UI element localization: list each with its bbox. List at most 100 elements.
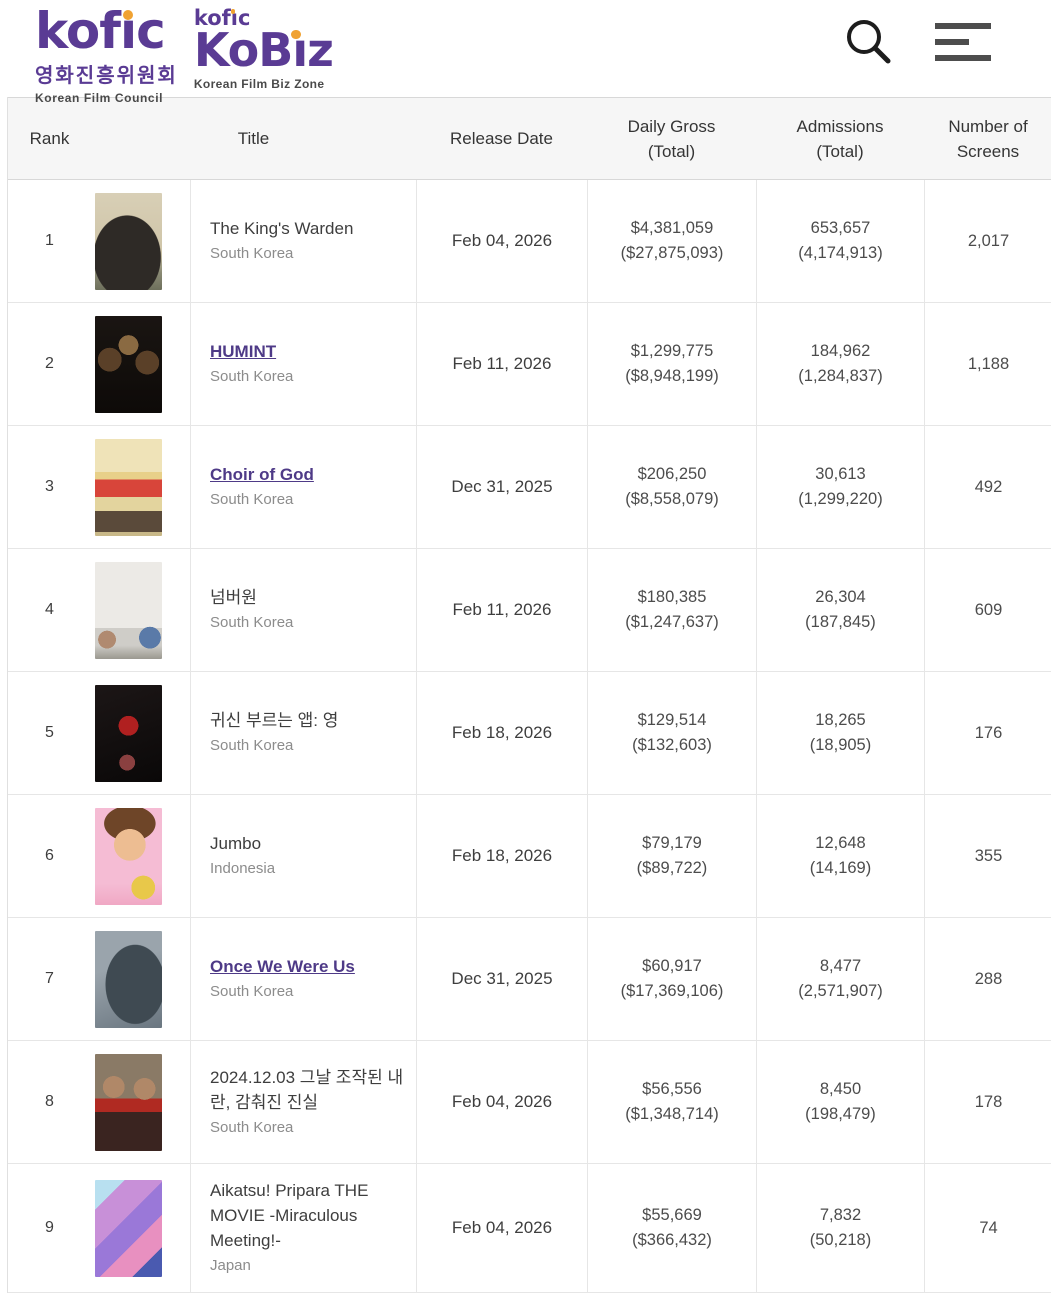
admissions-cell: 7,832 (50,218) [756,1164,924,1292]
daily-gross-cell: $180,385 ($1,247,637) [587,549,756,671]
rank-value: 7 [45,970,54,987]
admissions-cell: 8,477 (2,571,907) [756,918,924,1040]
menu-icon-bar-middle [935,39,969,45]
kobiz-english-name: Korean Film Biz Zone [193,77,325,91]
daily-gross-cell: $56,556 ($1,348,714) [587,1041,756,1163]
movie-country: South Korea [210,614,294,631]
daily-gross-cell: $129,514 ($132,603) [587,672,756,794]
table-row: 8 2024.12.03 그날 조작된 내란, 감춰진 진실 South Kor… [8,1041,1051,1164]
kofic-korean-name: 영화진흥위원회 [35,65,178,87]
poster-thumbnail[interactable] [95,192,162,290]
menu-icon-bar-top [935,23,991,29]
rank-value: 2 [45,355,54,372]
poster-thumbnail[interactable] [95,1179,162,1277]
poster-thumbnail[interactable] [95,315,162,413]
screens-value: 178 [924,1041,1051,1163]
table-row: 9 Aikatsu! Pripara THE MOVIE -Miraculous… [8,1164,1051,1293]
table-row: 4 넘버원 South Korea Feb 11, 2026 $180,385(… [8,549,1051,672]
movie-title-link[interactable]: Choir of God [210,465,314,484]
admissions-cell: 184,962 (1,284,837) [756,303,924,425]
release-date: Feb 04, 2026 [416,1041,587,1163]
admissions-cell: 26,304 (187,845) [756,549,924,671]
rank-value: 8 [45,1093,54,1110]
daily-gross-cell: $4,381,059 ($27,875,093) [587,180,756,302]
orange-i-dot [230,9,235,14]
poster-thumbnail[interactable] [95,1053,162,1151]
daily-gross-cell: $60,917 ($17,369,106) [587,918,756,1040]
poster-thumbnail[interactable] [95,684,162,782]
admissions-cell: 8,450 (198,479) [756,1041,924,1163]
poster-thumbnail[interactable] [95,561,162,659]
movie-title: The King's Warden [210,219,354,238]
rank-value: 9 [45,1219,54,1236]
movie-title: 넘버원 [210,588,257,607]
kofic-english-name: Korean Film Council [35,91,164,105]
release-date: Dec 31, 2025 [416,918,587,1040]
poster-thumbnail[interactable] [95,438,162,536]
poster-thumbnail[interactable] [95,807,162,905]
movie-title: 귀신 부르는 앱: 영 [210,711,339,730]
rank-value: 6 [45,847,54,864]
movie-country: Japan [210,1257,251,1274]
boxoffice-table: Rank Title Release Date Daily Gross (Tota… [7,97,1051,1293]
column-header-admissions: Admissions (Total) [796,116,884,161]
search-button[interactable] [841,14,897,70]
release-date: Feb 04, 2026 [416,1164,587,1292]
movie-title: Aikatsu! Pripara THE MOVIE -Miraculous M… [210,1181,369,1250]
kobiz-wordmark: KoBız [193,23,334,77]
screens-value: 1,188 [924,303,1051,425]
screens-value: 176 [924,672,1051,794]
menu-button[interactable] [935,19,991,65]
admissions-cell: 18,265 (18,905) [756,672,924,794]
movie-country: South Korea [210,491,294,508]
movie-country: South Korea [210,737,294,754]
screens-value: 288 [924,918,1051,1040]
table-row: 5 귀신 부르는 앱: 영 South Korea Feb 18, 2026 $… [8,672,1051,795]
orange-i-dot [291,30,301,40]
kofic-logo[interactable]: kofıc 영화진흥위원회 Korean Film Council [35,6,178,105]
movie-country: South Korea [210,245,294,262]
screens-value: 2,017 [924,180,1051,302]
table-row: 1 The King's Warden South Korea Feb 04, … [8,180,1051,303]
movie-title: Jumbo [210,834,262,853]
column-header-screens: Number of Screens [948,116,1028,161]
movie-country: South Korea [210,983,294,1000]
release-date: Feb 18, 2026 [416,672,587,794]
screens-value: 355 [924,795,1051,917]
search-icon [847,20,891,64]
rank-value: 5 [45,724,54,741]
admissions-cell: 30,613 (1,299,220) [756,426,924,548]
screens-value: 492 [924,426,1051,548]
daily-gross-cell: $1,299,775 ($8,948,199) [587,303,756,425]
movie-title-link[interactable]: Once We Were Us [210,957,355,976]
daily-gross-cell: $55,669 ($366,432) [587,1164,756,1292]
menu-icon-bar-bottom [935,55,991,61]
release-date: Feb 04, 2026 [416,180,587,302]
column-header-daily-gross: Daily Gross (Total) [627,116,716,161]
movie-country: South Korea [210,1118,294,1136]
table-row: 3 Choir of God South Korea Dec 31, 2025 … [8,426,1051,549]
rank-value: 1 [45,232,54,249]
release-date: Dec 31, 2025 [416,426,587,548]
movie-country: South Korea [210,368,294,385]
table-header-row: Rank Title Release Date Daily Gross (Tota… [8,97,1051,180]
movie-title: 2024.12.03 그날 조작된 내란, 감춰진 진실 [210,1067,404,1112]
column-header-release-date: Release Date [449,129,553,148]
site-header: kofıc 영화진흥위원회 Korean Film Council kofıc … [0,0,1051,105]
orange-i-dot [122,9,133,20]
release-date: Feb 11, 2026 [416,303,587,425]
movie-title-link[interactable]: HUMINT [210,342,277,361]
logo-group: kofıc 영화진흥위원회 Korean Film Council kofıc … [35,6,334,105]
admissions-cell: 653,657 (4,174,913) [756,180,924,302]
kobiz-kofic-wordmark: kofıc [193,6,251,30]
header-actions [841,14,991,70]
screens-value: 74 [924,1164,1051,1292]
rank-value: 3 [45,478,54,495]
table-row: 2 HUMINT South Korea Feb 11, 2026 $1,299… [8,303,1051,426]
daily-gross-cell: $206,250 ($8,558,079) [587,426,756,548]
kobiz-logo[interactable]: kofıc KoBız Korean Film Biz Zone [193,6,334,92]
release-date: Feb 18, 2026 [416,795,587,917]
rank-value: 4 [45,601,54,618]
table-row: 7 Once We Were Us South Korea Dec 31, 20… [8,918,1051,1041]
poster-thumbnail[interactable] [95,930,162,1028]
